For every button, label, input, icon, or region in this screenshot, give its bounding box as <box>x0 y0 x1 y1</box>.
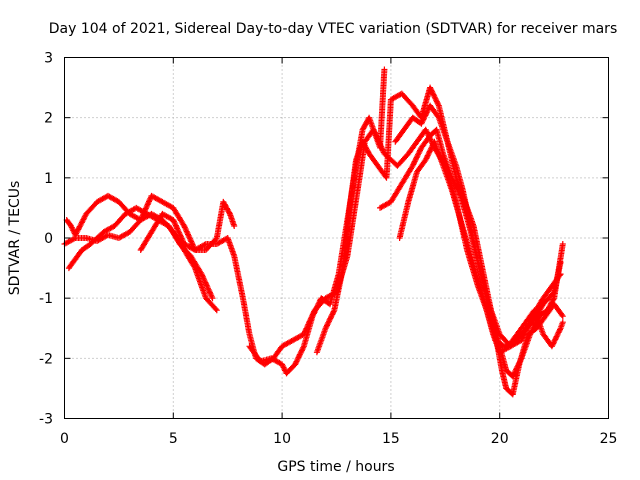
series-track-5 <box>246 66 388 377</box>
x-tick-label: 0 <box>60 431 69 447</box>
y-axis-label: SDTVAR / TECUs <box>7 181 23 296</box>
y-tick-label: 3 <box>44 51 53 67</box>
y-tick-label: 2 <box>44 111 53 127</box>
y-tick-label: -2 <box>39 351 53 367</box>
x-tick-label: 20 <box>491 431 509 447</box>
x-tick-label: 5 <box>169 431 178 447</box>
series-marks <box>396 138 566 350</box>
series-marks <box>246 66 388 377</box>
x-tick-label: 15 <box>382 431 400 447</box>
x-tick-label: 10 <box>273 431 291 447</box>
x-axis-label: GPS time / hours <box>277 459 394 475</box>
series-track-3 <box>63 192 238 253</box>
series-track-9 <box>392 102 564 350</box>
series-marks <box>63 192 238 253</box>
chart-title: Day 104 of 2021, Sidereal Day-to-day VTE… <box>49 21 617 37</box>
series-marks <box>392 102 564 350</box>
y-tick-label: 1 <box>44 171 53 187</box>
plot-data <box>61 66 566 398</box>
axis-ticks: 0 5 10 15 20 25 -3 -2 -1 0 1 2 3 <box>39 51 617 448</box>
y-tick-label: 0 <box>44 231 53 247</box>
y-tick-label: -1 <box>39 291 53 307</box>
series-track-8 <box>396 138 566 350</box>
x-tick-label: 25 <box>600 431 618 447</box>
y-tick-label: -3 <box>39 412 53 428</box>
